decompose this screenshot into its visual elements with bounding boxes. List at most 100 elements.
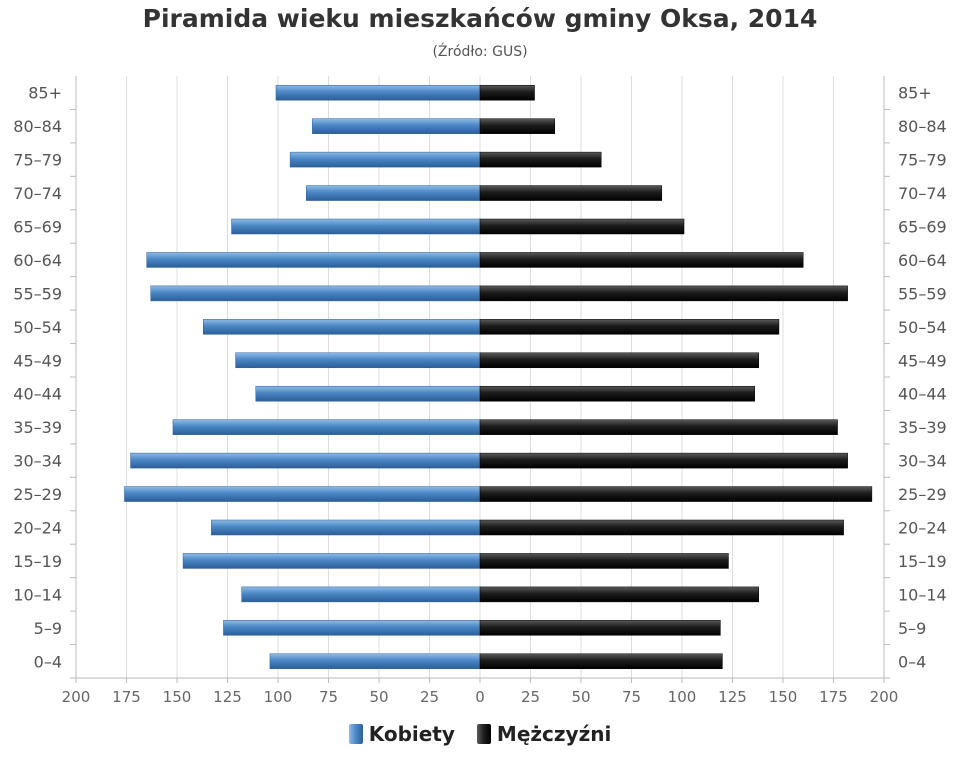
x-tick-label: 150 — [163, 688, 192, 706]
y-tick-label-left: 20–24 — [13, 519, 62, 538]
axes — [70, 76, 890, 683]
y-tick-label-right: 10–14 — [898, 585, 947, 604]
bar-mezczyzni — [479, 319, 780, 335]
legend-label-mezczyzni: Mężczyźni — [496, 722, 612, 746]
y-tick-label-left: 80–84 — [13, 117, 62, 136]
bar-kobiety — [211, 519, 481, 536]
chart-title: Piramida wieku mieszkańców gminy Oksa, 2… — [142, 4, 818, 33]
y-tick-label-left: 50–54 — [13, 318, 62, 337]
bar-kobiety — [150, 285, 481, 302]
y-tick-label-right: 80–84 — [898, 117, 947, 136]
bar-kobiety — [231, 218, 481, 235]
bar-mezczyzni — [479, 486, 873, 502]
x-tick-label: 100 — [668, 688, 697, 706]
bar-kobiety — [146, 252, 481, 268]
bar-kobiety — [235, 352, 481, 369]
x-tick-label: 75 — [319, 688, 338, 706]
x-tick-label: 175 — [819, 688, 848, 706]
y-tick-label-left: 55–59 — [13, 284, 62, 303]
bar-mezczyzni — [479, 519, 844, 536]
bar-kobiety — [172, 419, 481, 435]
y-tick-label-right: 45–49 — [898, 351, 947, 370]
bar-mezczyzni — [479, 352, 760, 369]
y-tick-label-left: 65–69 — [13, 218, 62, 237]
bar-kobiety — [255, 385, 481, 402]
y-tick-label-right: 85+ — [898, 84, 932, 103]
y-tick-label-right: 0–4 — [898, 652, 926, 671]
y-tick-label-right: 20–24 — [898, 519, 947, 538]
y-tick-label-right: 60–64 — [898, 251, 947, 270]
y-tick-label-right: 50–54 — [898, 318, 947, 337]
x-tick-label: 100 — [264, 688, 293, 706]
legend-item-mezczyzni[interactable]: Mężczyźni — [476, 722, 612, 746]
x-tick-label: 25 — [420, 688, 439, 706]
x-tick-label: 175 — [112, 688, 141, 706]
bar-mezczyzni — [479, 118, 555, 134]
y-tick-label-left: 35–39 — [13, 418, 62, 437]
bar-kobiety — [275, 84, 481, 101]
bar-kobiety — [203, 319, 481, 335]
y-tick-label-right: 75–79 — [898, 151, 947, 170]
bar-mezczyzni — [479, 185, 663, 201]
y-tick-label-left: 70–74 — [13, 184, 62, 203]
y-tick-label-right: 15–19 — [898, 552, 947, 571]
y-tick-label-left: 25–29 — [13, 485, 62, 504]
x-tick-label: 200 — [62, 688, 91, 706]
bar-mezczyzni — [479, 218, 685, 235]
y-tick-label-right: 40–44 — [898, 385, 947, 404]
y-tick-label-right: 55–59 — [898, 284, 947, 303]
x-tick-label: 75 — [622, 688, 641, 706]
bar-kobiety — [269, 653, 481, 670]
bar-mezczyzni — [479, 586, 760, 603]
y-tick-label-left: 45–49 — [13, 351, 62, 370]
y-tick-label-right: 65–69 — [898, 218, 947, 237]
x-tick-label: 125 — [718, 688, 747, 706]
x-tick-label: 50 — [369, 688, 388, 706]
y-tick-label-left: 40–44 — [13, 385, 62, 404]
bar-mezczyzni — [479, 84, 535, 101]
x-tick-label: 200 — [870, 688, 899, 706]
bar-kobiety — [312, 118, 481, 134]
y-tick-label-left: 5–9 — [34, 619, 62, 638]
y-tick-label-left: 15–19 — [13, 552, 62, 571]
bar-kobiety — [130, 452, 481, 469]
bar-kobiety — [182, 553, 481, 569]
y-tick-label-left: 75–79 — [13, 151, 62, 170]
chart-subtitle: (Źródło: GUS) — [432, 44, 528, 60]
bar-kobiety — [124, 486, 481, 502]
bar-mezczyzni — [479, 151, 602, 168]
y-tick-label-left: 85+ — [28, 84, 62, 103]
legend-swatch-kobiety — [348, 724, 363, 744]
axis-labels: 200 175 150 125 100 75 50 25 0 25 50 75 100 125 150 175… — [13, 84, 946, 706]
bar-kobiety — [306, 185, 481, 201]
bar-mezczyzni — [479, 553, 729, 569]
bar-mezczyzni — [479, 419, 838, 435]
bars — [124, 84, 873, 670]
bar-mezczyzni — [479, 252, 804, 268]
y-tick-label-left: 0–4 — [34, 652, 62, 671]
x-tick-label: 0 — [475, 688, 485, 706]
y-tick-label-left: 30–34 — [13, 452, 62, 471]
legend-label-kobiety: Kobiety — [368, 722, 455, 746]
y-tick-label-right: 25–29 — [898, 485, 947, 504]
bar-mezczyzni — [479, 653, 723, 670]
y-tick-label-right: 35–39 — [898, 418, 947, 437]
bar-kobiety — [289, 151, 481, 168]
legend-item-kobiety[interactable]: Kobiety — [348, 722, 455, 746]
y-tick-label-right: 5–9 — [898, 619, 926, 638]
legend-swatch-mezczyzni — [476, 724, 491, 744]
x-tick-label: 25 — [521, 688, 540, 706]
y-tick-label-right: 30–34 — [898, 452, 947, 471]
y-tick-label-left: 10–14 — [13, 585, 62, 604]
x-tick-label: 125 — [213, 688, 242, 706]
y-tick-label-right: 70–74 — [898, 184, 947, 203]
bar-mezczyzni — [479, 620, 721, 636]
x-tick-label: 150 — [769, 688, 798, 706]
bar-mezczyzni — [479, 452, 848, 469]
bar-kobiety — [223, 620, 481, 636]
x-tick-label: 50 — [571, 688, 590, 706]
bar-mezczyzni — [479, 285, 848, 302]
y-tick-label-left: 60–64 — [13, 251, 62, 270]
bar-kobiety — [241, 586, 481, 603]
